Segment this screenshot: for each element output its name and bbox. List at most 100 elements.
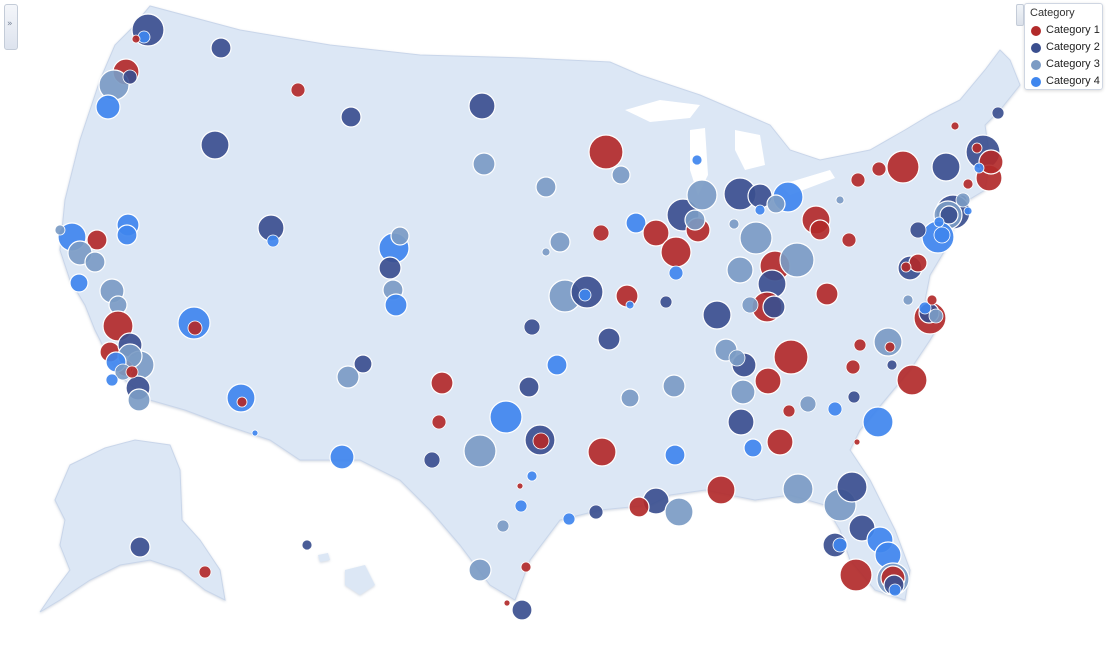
map-bubble-category-2[interactable]	[511, 599, 533, 621]
map-bubble-category-4[interactable]	[562, 512, 576, 526]
map-bubble-category-3[interactable]	[468, 558, 492, 582]
map-bubble-category-3[interactable]	[54, 224, 66, 236]
map-bubble-category-4[interactable]	[251, 429, 259, 437]
map-bubble-category-3[interactable]	[741, 296, 759, 314]
map-bubble-category-4[interactable]	[514, 499, 528, 513]
map-bubble-category-2[interactable]	[939, 205, 959, 225]
map-bubble-category-3[interactable]	[549, 231, 571, 253]
map-bubble-category-1[interactable]	[520, 561, 532, 573]
map-bubble-category-1[interactable]	[503, 599, 511, 607]
map-bubble-category-1[interactable]	[187, 320, 203, 336]
map-bubble-category-1[interactable]	[431, 414, 447, 430]
map-bubble-category-1[interactable]	[290, 82, 306, 98]
map-bubble-category-3[interactable]	[496, 519, 510, 533]
map-bubble-category-1[interactable]	[896, 364, 928, 396]
map-bubble-category-1[interactable]	[587, 437, 617, 467]
map-bubble-category-1[interactable]	[815, 282, 839, 306]
map-bubble-category-1[interactable]	[845, 359, 861, 375]
map-bubble-category-2[interactable]	[909, 221, 927, 239]
map-bubble-category-3[interactable]	[766, 194, 786, 214]
map-bubble-category-1[interactable]	[532, 432, 550, 450]
map-bubble-category-3[interactable]	[928, 308, 944, 324]
map-bubble-category-4[interactable]	[546, 354, 568, 376]
legend-item-category-4[interactable]: Category 4	[1029, 75, 1103, 90]
map-bubble-category-1[interactable]	[660, 236, 692, 268]
map-bubble-category-2[interactable]	[847, 390, 861, 404]
map-bubble-category-3[interactable]	[664, 497, 694, 527]
map-bubble-category-3[interactable]	[336, 365, 360, 389]
map-bubble-category-3[interactable]	[472, 152, 496, 176]
map-bubble-category-2[interactable]	[702, 300, 732, 330]
map-bubble-category-4[interactable]	[384, 293, 408, 317]
map-bubble-category-1[interactable]	[86, 229, 108, 251]
map-bubble-category-1[interactable]	[950, 121, 960, 131]
map-bubble-category-4[interactable]	[668, 265, 684, 281]
panel-collapse-tab[interactable]: »	[4, 4, 18, 50]
legend-item-category-1[interactable]: Category 1	[1029, 24, 1103, 39]
map-bubble-category-1[interactable]	[853, 338, 867, 352]
map-bubble-category-1[interactable]	[628, 496, 650, 518]
map-bubble-category-1[interactable]	[962, 178, 974, 190]
map-bubble-category-4[interactable]	[973, 162, 985, 174]
map-bubble-category-2[interactable]	[378, 256, 402, 280]
map-bubble-category-4[interactable]	[963, 206, 973, 216]
map-bubble-category-1[interactable]	[773, 339, 809, 375]
legend-collapse-handle[interactable]	[1016, 4, 1024, 26]
map-bubble-category-1[interactable]	[516, 482, 524, 490]
map-bubble-category-3[interactable]	[728, 349, 746, 367]
bubble-layer[interactable]	[54, 13, 1005, 621]
map-bubble-category-4[interactable]	[329, 444, 355, 470]
map-bubble-category-3[interactable]	[127, 388, 151, 412]
map-bubble-category-3[interactable]	[390, 226, 410, 246]
map-bubble-category-1[interactable]	[884, 341, 896, 353]
map-bubble-category-2[interactable]	[727, 408, 755, 436]
map-bubble-category-2[interactable]	[886, 359, 898, 371]
map-bubble-category-1[interactable]	[766, 428, 794, 456]
map-bubble-category-1[interactable]	[978, 149, 1004, 175]
map-bubble-category-4[interactable]	[625, 212, 647, 234]
map-bubble-category-1[interactable]	[198, 565, 212, 579]
map-bubble-category-2[interactable]	[210, 37, 232, 59]
map-bubble-category-1[interactable]	[588, 134, 624, 170]
map-bubble-category-2[interactable]	[836, 471, 868, 503]
map-bubble-category-3[interactable]	[662, 374, 686, 398]
map-bubble-category-1[interactable]	[839, 558, 873, 592]
map-bubble-category-2[interactable]	[762, 295, 786, 319]
map-bubble-category-1[interactable]	[125, 365, 139, 379]
map-bubble-category-2[interactable]	[659, 295, 673, 309]
map-bubble-category-3[interactable]	[728, 218, 740, 230]
legend-item-category-3[interactable]: Category 3	[1029, 58, 1103, 73]
map-bubble-category-2[interactable]	[931, 152, 961, 182]
map-bubble-category-3[interactable]	[902, 294, 914, 306]
map-bubble-category-4[interactable]	[69, 273, 89, 293]
map-bubble-category-4[interactable]	[862, 406, 894, 438]
map-bubble-category-1[interactable]	[236, 396, 248, 408]
map-bubble-category-1[interactable]	[926, 294, 938, 306]
map-bubble-category-1[interactable]	[782, 404, 796, 418]
map-bubble-category-2[interactable]	[200, 130, 230, 160]
map-bubble-category-1[interactable]	[642, 219, 670, 247]
map-bubble-category-4[interactable]	[933, 216, 945, 228]
map-bubble-category-1[interactable]	[841, 232, 857, 248]
map-bubble-category-2[interactable]	[523, 318, 541, 336]
map-bubble-category-3[interactable]	[779, 242, 815, 278]
map-bubble-category-4[interactable]	[933, 226, 951, 244]
map-bubble-category-3[interactable]	[955, 192, 971, 208]
map-bubble-category-4[interactable]	[754, 204, 766, 216]
map-bubble-category-4[interactable]	[743, 438, 763, 458]
map-bubble-category-4[interactable]	[116, 224, 138, 246]
map-bubble-category-1[interactable]	[706, 475, 736, 505]
map-bubble-category-1[interactable]	[886, 150, 920, 184]
map-bubble-category-4[interactable]	[578, 288, 592, 302]
map-bubble-category-3[interactable]	[782, 473, 814, 505]
map-bubble-category-1[interactable]	[430, 371, 454, 395]
map-bubble-category-2[interactable]	[518, 376, 540, 398]
map-bubble-category-1[interactable]	[131, 34, 141, 44]
map-bubble-category-4[interactable]	[827, 401, 843, 417]
map-bubble-category-2[interactable]	[122, 69, 138, 85]
map-bubble-category-3[interactable]	[835, 195, 845, 205]
map-bubble-category-3[interactable]	[463, 434, 497, 468]
map-bubble-category-3[interactable]	[535, 176, 557, 198]
map-bubble-category-4[interactable]	[832, 537, 848, 553]
